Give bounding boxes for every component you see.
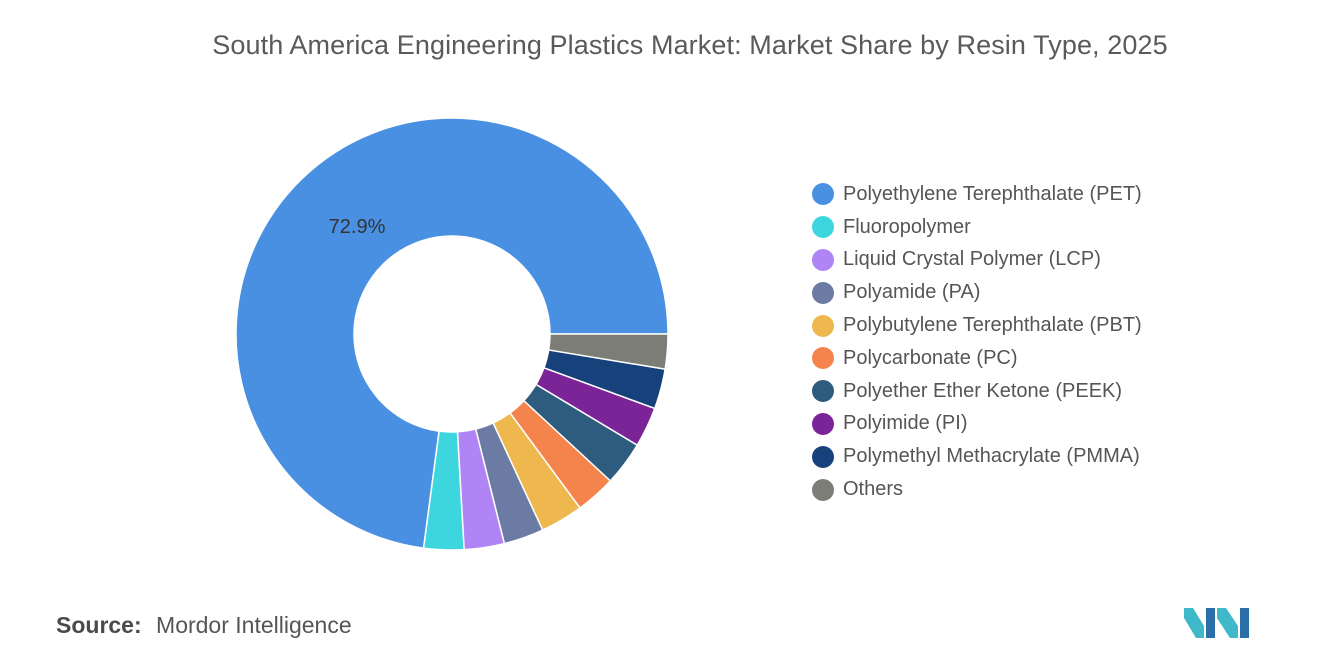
chart-title: South America Engineering Plastics Marke… <box>212 30 1168 60</box>
legend-swatch-icon <box>812 478 834 501</box>
legend-label: Polymethyl Methacrylate (PMMA) <box>843 445 1140 468</box>
legend-item: Polyethylene Terephthalate (PET) <box>812 178 1142 211</box>
legend-label: Polyimide (PI) <box>843 412 968 435</box>
mordor-intelligence-logo-icon <box>1184 608 1249 638</box>
legend-label: Polycarbonate (PC) <box>843 346 1018 369</box>
legend-item: Liquid Crystal Polymer (LCP) <box>812 244 1142 277</box>
legend-label: Polyethylene Terephthalate (PET) <box>843 182 1142 205</box>
legend-swatch-icon <box>812 248 834 271</box>
legend-label: Polyether Ether Ketone (PEEK) <box>843 379 1123 402</box>
legend-swatch-icon <box>812 314 834 337</box>
source-note: Source: Mordor Intelligence <box>56 612 352 639</box>
legend-swatch-icon <box>812 412 834 435</box>
legend-swatch-icon <box>812 347 834 370</box>
donut-chart: 72.9% <box>235 117 669 551</box>
legend-label: Polyamide (PA) <box>843 281 981 304</box>
legend-label: Fluoropolymer <box>843 215 971 238</box>
legend-swatch-icon <box>812 380 834 403</box>
legend-item: Polycarbonate (PC) <box>812 342 1142 375</box>
legend-label: Liquid Crystal Polymer (LCP) <box>843 248 1101 271</box>
legend-item: Polyimide (PI) <box>812 408 1142 441</box>
legend-swatch-icon <box>812 281 834 304</box>
legend-item: Others <box>812 473 1142 506</box>
chart-legend: Polyethylene Terephthalate (PET) Fluoropo… <box>812 178 1142 506</box>
legend-swatch-icon <box>812 216 834 239</box>
legend-item: Polyamide (PA) <box>812 276 1142 309</box>
legend-swatch-icon <box>812 445 834 468</box>
legend-item: Polyether Ether Ketone (PEEK) <box>812 375 1142 408</box>
legend-item: Polymethyl Methacrylate (PMMA) <box>812 440 1142 473</box>
data-label-pet: 72.9% <box>329 216 386 238</box>
legend-label: Polybutylene Terephthalate (PBT) <box>843 314 1142 337</box>
donut-slice-9 <box>547 333 669 370</box>
legend-label: Others <box>843 478 904 501</box>
legend-item: Fluoropolymer <box>812 211 1142 244</box>
source-value: Mordor Intelligence <box>156 612 352 638</box>
source-label: Source: <box>56 612 142 638</box>
legend-item: Polybutylene Terephthalate (PBT) <box>812 309 1142 342</box>
legend-swatch-icon <box>812 183 834 206</box>
donut-slice-0 <box>235 117 669 549</box>
